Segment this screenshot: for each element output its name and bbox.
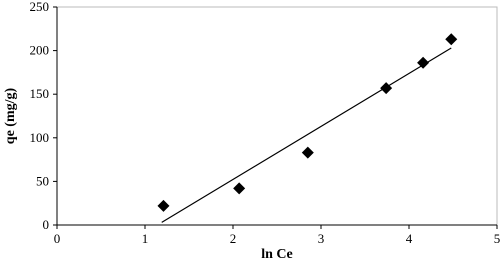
y-axis-title: qe (mg/g) bbox=[3, 87, 18, 144]
data-point bbox=[233, 182, 246, 195]
x-tick-label: 0 bbox=[54, 231, 61, 246]
x-tick-label: 2 bbox=[230, 231, 237, 246]
y-tick-label: 100 bbox=[30, 130, 50, 145]
y-tick-label: 0 bbox=[43, 217, 50, 232]
x-tick-label: 5 bbox=[494, 231, 501, 246]
data-point bbox=[417, 56, 430, 69]
x-axis-title: ln Ce bbox=[261, 247, 293, 262]
data-point bbox=[445, 33, 458, 46]
x-tick-label: 4 bbox=[406, 231, 413, 246]
y-tick-label: 250 bbox=[30, 0, 50, 14]
y-tick-label: 200 bbox=[30, 43, 50, 58]
trend-line bbox=[161, 47, 452, 223]
y-tick-label: 150 bbox=[30, 86, 50, 101]
x-tick-label: 1 bbox=[142, 231, 149, 246]
y-tick-label: 50 bbox=[36, 173, 49, 188]
data-point bbox=[157, 199, 170, 212]
data-point bbox=[380, 82, 393, 95]
x-tick-label: 3 bbox=[318, 231, 325, 246]
data-point bbox=[301, 146, 314, 159]
